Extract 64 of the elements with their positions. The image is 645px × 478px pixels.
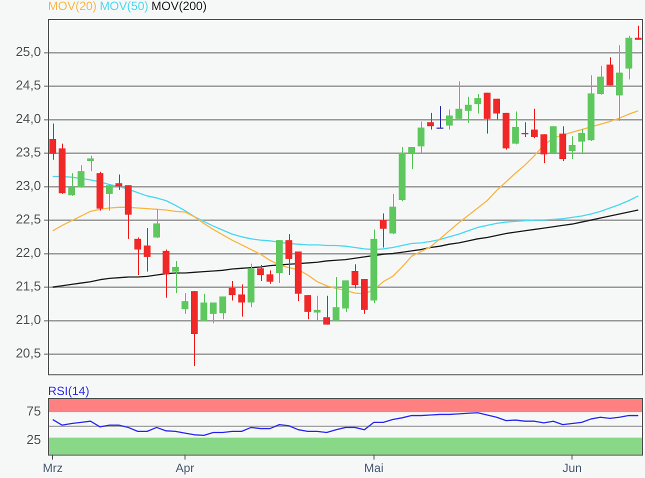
- candlestick: [49, 123, 56, 160]
- y-tick-label: 25,0: [16, 44, 41, 60]
- series-label: RSI(14): [48, 384, 90, 398]
- candlestick: [106, 184, 113, 212]
- candlestick: [418, 121, 424, 154]
- candlestick: [474, 94, 482, 114]
- candlestick: [408, 146, 416, 170]
- candlestick: [606, 56, 614, 86]
- y-tick-label: 23,0: [16, 178, 41, 194]
- candlestick: [68, 172, 76, 196]
- candlestick: [172, 260, 179, 294]
- candlestick: [285, 234, 292, 276]
- x-tick-label: Mai: [364, 461, 384, 476]
- candlestick: [436, 106, 444, 129]
- candlestick: [266, 270, 274, 284]
- candlestick: [200, 293, 208, 322]
- candlestick: [332, 276, 340, 322]
- candlestick: [219, 296, 226, 320]
- candlestick: [238, 284, 246, 318]
- candlestick: [568, 136, 576, 160]
- candlestick: [540, 134, 548, 164]
- candlestick: [182, 292, 188, 314]
- y-tick-label: 22,0: [16, 245, 41, 260]
- candlestick: [228, 280, 236, 301]
- candlestick: [380, 212, 387, 248]
- y-tick-label: 24,0: [16, 111, 41, 126]
- candlestick: [134, 236, 142, 276]
- y-tick-label: 25: [26, 432, 41, 448]
- candlestick: [153, 208, 160, 239]
- candlestick: [446, 108, 453, 130]
- text: MOV(50): [100, 0, 148, 13]
- candlestick: [210, 302, 217, 324]
- candlestick: [464, 96, 472, 124]
- candlestick: [493, 98, 500, 120]
- y-tick-label: 21,5: [16, 278, 41, 294]
- candlestick: [352, 264, 358, 289]
- candlestick: [144, 228, 151, 272]
- text: MOV(20): [48, 0, 97, 13]
- candlestick: [597, 65, 604, 96]
- y-tick-label: 23,5: [16, 144, 41, 160]
- text: MOV(200): [151, 0, 207, 13]
- x-tick-label: Apr: [176, 461, 194, 476]
- candlestick: [115, 174, 122, 190]
- candlestick: [78, 164, 84, 188]
- candlestick: [616, 44, 623, 122]
- candlestick: [530, 108, 538, 139]
- candlestick: [578, 128, 586, 154]
- candlestick: [323, 295, 330, 326]
- candlestick: [87, 155, 94, 172]
- y-tick-label: 21,0: [16, 312, 41, 328]
- candlestick: [455, 80, 462, 120]
- y-tick-label: 22,5: [16, 212, 41, 227]
- y-tick-label: 75: [26, 404, 41, 419]
- candlestick: [304, 294, 312, 320]
- x-tick-label: Jun: [562, 461, 582, 476]
- candlestick: [522, 122, 528, 138]
- candlestick: [257, 264, 264, 282]
- candlestick: [427, 112, 434, 130]
- candlestick: [162, 249, 170, 298]
- candlestick: [634, 25, 642, 40]
- x-tick-label: Mrz: [42, 461, 63, 476]
- y-tick-label: 20,5: [16, 346, 41, 361]
- candlestick: [512, 110, 519, 145]
- y-tick-label: 24,5: [16, 78, 41, 93]
